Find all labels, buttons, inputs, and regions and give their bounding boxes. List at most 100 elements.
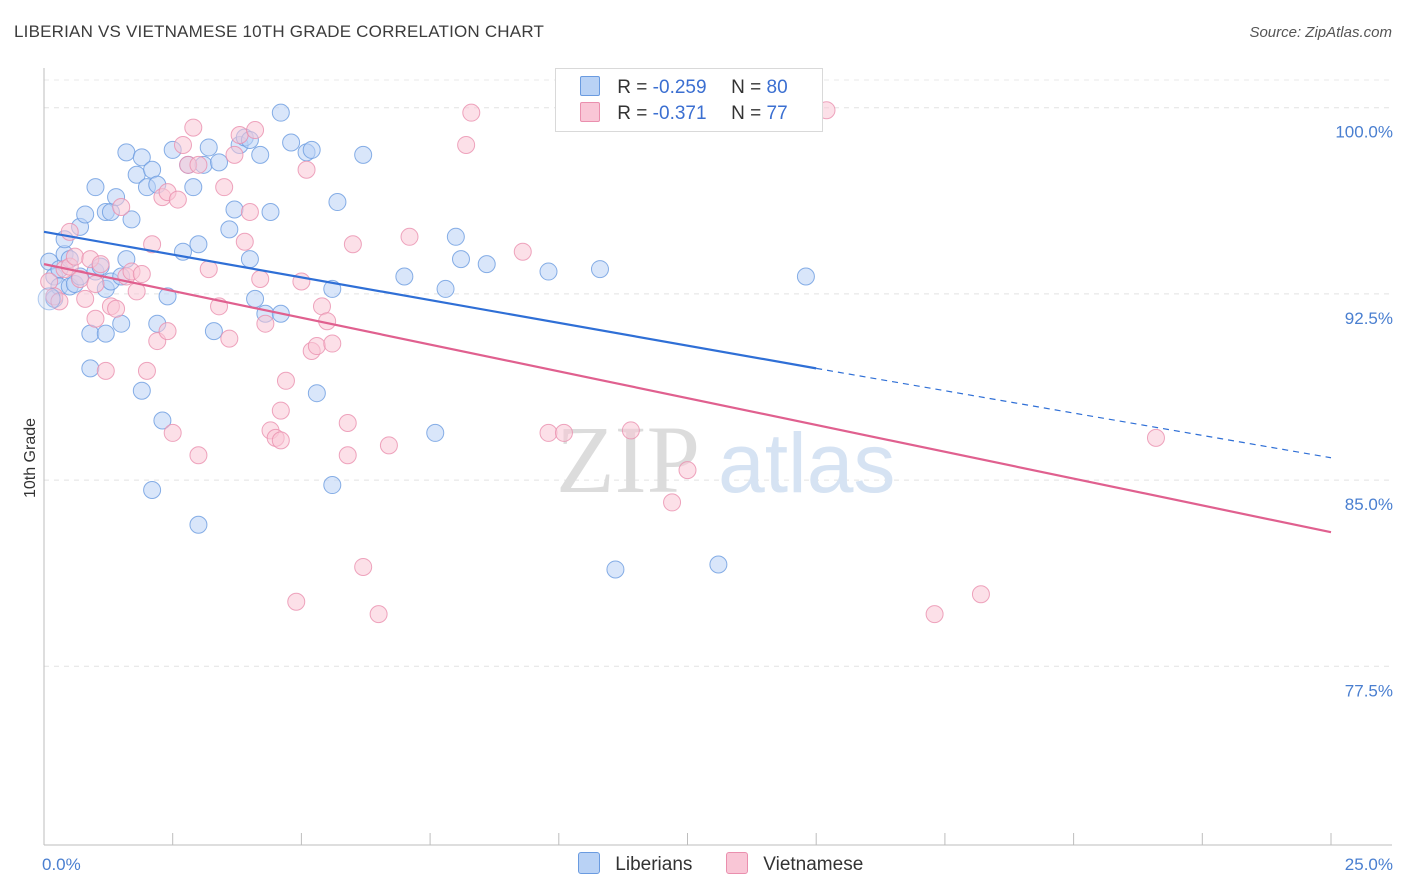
liberian-point-63 [307,384,326,403]
legend-row-vietnamese: R = -0.371 N = 77 [580,102,788,128]
vietnamese-point-6 [65,247,84,266]
vietnamese-point-72 [663,493,682,512]
vietnamese-point-52 [297,160,316,179]
vietnamese-point-50 [287,592,306,611]
vietnamese-point-61 [354,557,373,576]
vietnamese-point-48 [271,401,290,420]
vietnamese-point-76 [971,585,990,604]
liberian-point-68 [189,515,208,534]
chart-title: LIBERIAN VS VIETNAMESE 10TH GRADE CORREL… [14,22,545,41]
vietnamese-point-20 [132,265,151,284]
liberian-point-48 [220,220,239,239]
vietnamese-point-66 [462,103,481,122]
liberian-point-49 [225,200,244,219]
vietnamese-point-33 [189,446,208,465]
correlation-legend: R = -0.259 N = 80 R = -0.371 N = 77 [555,68,823,132]
vietnamese-point-41 [240,202,259,221]
liberian-point-72 [446,227,465,246]
liberian-point-43 [189,235,208,254]
vietnamese-point-71 [621,421,640,440]
liberian-point-12 [76,205,95,224]
liberian-point-26 [117,143,136,162]
vietnamese-point-22 [143,235,162,254]
liberian-point-62 [302,140,321,159]
liberian-point-38 [158,287,177,306]
liberian-point-30 [132,148,151,167]
liberian-point-45 [199,138,218,157]
vietnamese-point-32 [189,155,208,174]
vietnamese-point-75 [925,605,944,624]
vietnamese-point-65 [457,135,476,154]
liberian-point-31 [132,381,151,400]
vietnamese-point-67 [513,242,532,261]
liberian-point-78 [709,555,728,574]
vietnamese-point-58 [338,413,357,432]
liberian-point-79 [796,267,815,286]
x-tick-label-1: 25.0% [1345,855,1393,874]
liberian-point-35 [143,481,162,500]
vietnamese-legend-label: Vietnamese [763,854,864,875]
liberian-point-52 [240,250,259,269]
vietnamese-point-54 [307,337,326,356]
vietnamese-point-68 [539,423,558,442]
vietnamese-point-62 [369,605,388,624]
vietnamese-point-15 [107,299,126,318]
liberian-point-77 [606,560,625,579]
n-value: 77 [766,103,788,124]
r-label: R = [617,77,648,98]
vietnamese-trend-line [43,263,1332,534]
vietnamese-point-31 [184,118,203,137]
vietnamese-point-47 [271,431,290,450]
liberian-point-57 [261,202,280,221]
bottom-legend-vietnamese: Vietnamese [726,852,863,876]
liberian-point-73 [451,250,470,269]
liberian-point-71 [436,279,455,298]
liberian-point-76 [590,260,609,279]
y-tick-label-2: 92.5% [1345,309,1393,328]
r-label: R = [617,103,648,124]
legend-row-liberians: R = -0.259 N = 80 [580,76,788,102]
vietnamese-point-73 [678,461,697,480]
vietnamese-point-21 [137,361,156,380]
vietnamese-point-37 [220,329,239,348]
vietnamese-point-24 [158,322,177,341]
bottom-legend-liberians: Liberians [578,852,692,876]
vietnamese-point-8 [76,289,95,308]
x-tick-label-0: 0.0% [42,855,81,874]
liberian-point-37 [153,411,172,430]
liberian-point-64 [323,279,342,298]
vietnamese-point-64 [400,227,419,246]
n-label: N = [731,103,762,124]
r-value: -0.259 [652,77,707,98]
vietnamese-point-12 [91,255,110,274]
liberian-point-cluster [37,287,61,311]
liberians-swatch [580,76,600,96]
vietnamese-point-28 [168,190,187,209]
liberian-point-14 [81,359,100,378]
liberian-point-65 [323,476,342,495]
liberian-point-42 [184,178,203,197]
vietnamese-point-16 [112,198,131,217]
liberians-legend-swatch [578,852,600,874]
vietnamese-point-38 [225,145,244,164]
vietnamese-point-13 [96,361,115,380]
n-value: 80 [766,77,788,98]
liberian-point-67 [354,145,373,164]
liberian-point-15 [86,178,105,197]
vietnamese-point-27 [163,423,182,442]
y-tick-label-0: 77.5% [1345,681,1393,700]
liberian-point-60 [282,133,301,152]
watermark-atlas: atlas [718,416,895,510]
r-value: -0.371 [652,103,707,124]
vietnamese-point-39 [230,126,249,145]
vietnamese-point-49 [276,371,295,390]
vietnamese-point-63 [379,436,398,455]
liberian-point-69 [395,267,414,286]
liberian-point-66 [328,193,347,212]
vietnamese-point-43 [251,270,270,289]
liberian-point-54 [246,289,265,308]
liberian-point-59 [271,103,290,122]
y-axis-label: 10th Grade [22,418,39,498]
liberian-point-75 [539,262,558,281]
